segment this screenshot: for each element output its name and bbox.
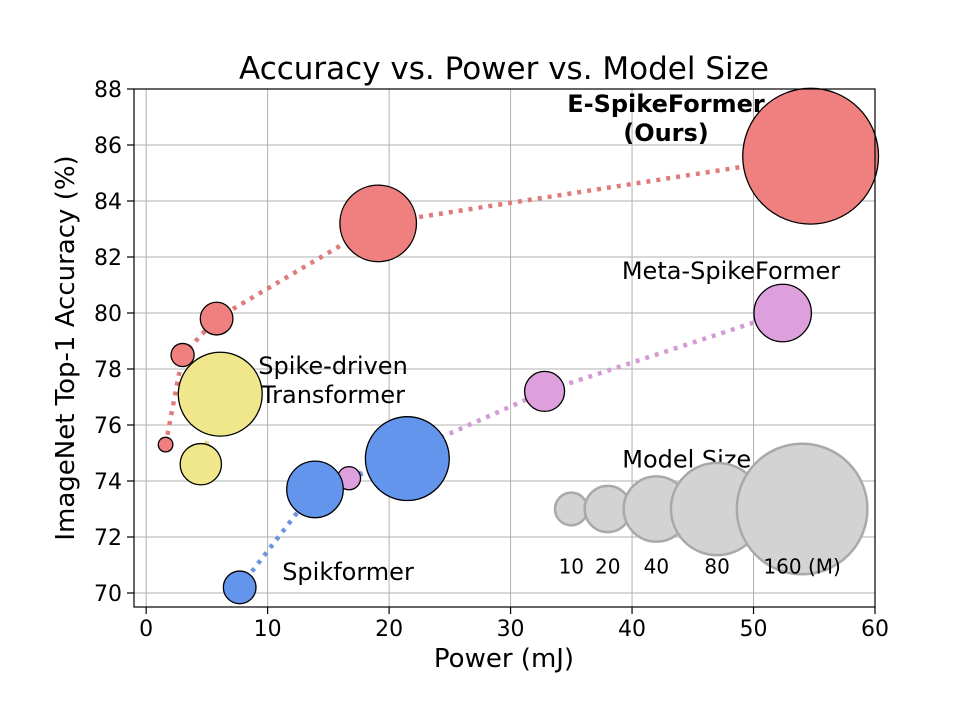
y-tick-label: 86 [94, 134, 122, 159]
x-tick-label: 20 [375, 617, 403, 642]
size-legend-circle [735, 442, 869, 576]
e-spikeformer-point [157, 436, 174, 453]
spikformer-point [286, 460, 344, 519]
size-legend-label: 20 [595, 554, 620, 578]
e-spikeformer-point [170, 342, 195, 368]
y-tick-label: 70 [94, 582, 122, 607]
x-tick-label: 40 [618, 617, 646, 642]
e-spikeformer-label: E-SpikeFormer [567, 90, 765, 118]
x-tick-label: 0 [139, 617, 153, 642]
e-spikeformer-point [339, 184, 418, 263]
y-tick-label: 80 [94, 302, 122, 327]
x-tick-label: 60 [861, 617, 889, 642]
spikformer-label: Spikformer [282, 558, 414, 586]
meta-spikeformer-label: Meta-SpikeFormer [622, 257, 840, 285]
spike-driven-transformer-label: Transformer [260, 381, 405, 409]
size-legend-label: 10 [559, 554, 584, 578]
spike-driven-transformer-label: Spike-driven [258, 352, 408, 380]
y-axis-label: ImageNet Top-1 Accuracy (%) [51, 155, 81, 540]
x-tick-label: 30 [497, 617, 525, 642]
meta-spikeformer-point [523, 370, 566, 413]
e-spikeformer-point [199, 301, 234, 336]
meta-spikeformer-point [753, 283, 813, 343]
y-tick-label: 76 [94, 414, 122, 439]
plot-frame [133, 88, 876, 608]
spike-driven-transformer-point [179, 442, 223, 486]
size-legend-label: 80 [704, 554, 729, 578]
y-tick-label: 78 [94, 358, 122, 383]
spikformer-point [364, 416, 450, 502]
y-tick-label: 84 [94, 190, 122, 215]
size-legend-label: 40 [644, 554, 669, 578]
y-tick-label: 74 [94, 470, 122, 495]
size-legend-label: 160 (M) [763, 554, 840, 578]
spikformer-point [222, 570, 257, 605]
point-layer [157, 87, 880, 605]
size-legend-circle [553, 491, 589, 527]
y-tick-label: 88 [94, 78, 122, 103]
x-tick-label: 10 [254, 617, 282, 642]
x-tick-label: 50 [740, 617, 768, 642]
e-spikeformer-label: (Ours) [623, 119, 709, 147]
y-tick-label: 82 [94, 246, 122, 271]
chart-title: Accuracy vs. Power vs. Model Size [239, 51, 769, 87]
annotation-layer: E-SpikeFormer(Ours) Meta-SpikeFormer Spike… [258, 90, 840, 586]
e-spikeformer-point [742, 87, 880, 225]
y-tick-label: 72 [94, 526, 122, 551]
tick-layer: 0 10 20 30 40 50 60 70 72 74 76 78 80 82 84 86 88 [94, 78, 889, 642]
x-axis-label: Power (mJ) [434, 644, 574, 674]
spike-driven-transformer-point [177, 351, 263, 437]
